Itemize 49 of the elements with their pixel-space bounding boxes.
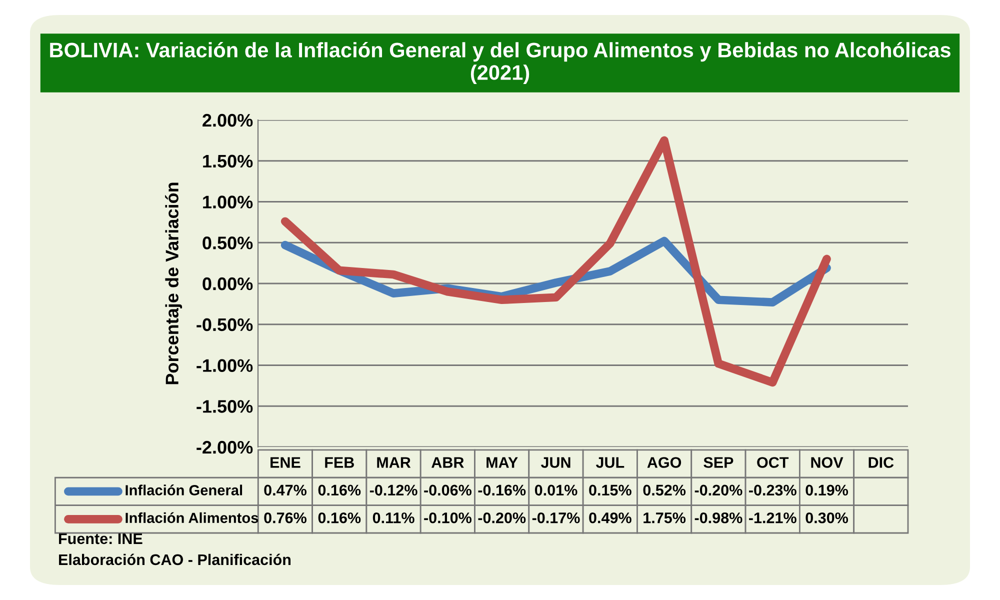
data-label: -0.10% (424, 512, 472, 524)
data-label: -0.20% (478, 512, 526, 524)
y-tick-label: 0.50% (202, 236, 253, 250)
x-tick-label: MAY (486, 457, 518, 468)
data-label: 0.52% (643, 484, 686, 496)
data-label: -0.16% (478, 484, 526, 496)
y-tick-label: 1.00% (203, 196, 253, 208)
legend-label: Inflación General (126, 484, 242, 496)
data-label: -0.17% (532, 512, 580, 524)
data-label: 1.75% (644, 512, 686, 524)
data-label: -0.20% (694, 484, 742, 496)
chart-title: BOLIVIA: Variación de la Inflación General y del Grupo Alimentos y Bebidas no Alcohólicas (2021) (50, 42, 950, 84)
y-tick-label: -0.50% (196, 318, 253, 332)
y-tick-label: 2.00% (202, 114, 253, 127)
data-label: 0.49% (589, 512, 632, 524)
y-tick-label: -1.50% (196, 400, 253, 413)
data-label: 0.19% (806, 484, 848, 496)
x-tick-label: SEP (704, 457, 734, 468)
x-tick-label: ABR (432, 457, 464, 468)
y-tick-label: 1.50% (203, 154, 253, 168)
x-tick-label: OCT (757, 457, 789, 468)
data-label: 0.30% (806, 512, 848, 524)
data-label: 0.47% (264, 484, 306, 496)
x-tick-label: AGO (647, 457, 682, 468)
data-label: 0.16% (318, 484, 361, 496)
x-tick-label: DIC (868, 457, 894, 468)
data-label: -1.21% (749, 512, 796, 524)
legend-label: Inflación Alimentos (126, 512, 258, 524)
data-label: 0.01% (534, 484, 578, 496)
data-label: 0.15% (589, 484, 632, 496)
x-tick-label: NOV (811, 457, 844, 468)
x-tick-label: JUN (540, 457, 570, 468)
data-label: -0.98% (694, 512, 742, 524)
y-tick-label: 0.00% (202, 277, 253, 290)
data-label: 0.11% (372, 512, 414, 524)
data-label: 0.16% (318, 512, 361, 524)
y-axis-title: Porcentaje de Variación (165, 182, 182, 384)
x-tick-label: MAR (377, 457, 411, 468)
data-label: -0.12% (370, 484, 418, 496)
data-label: -0.06% (424, 484, 472, 496)
source-note: Fuente: INE (59, 533, 142, 544)
x-tick-label: JUL (596, 457, 624, 468)
data-label: 0.76% (264, 512, 306, 524)
y-tick-label: -2.00% (196, 440, 253, 454)
x-tick-label: ENE (270, 457, 300, 468)
data-label: -0.23% (749, 484, 796, 496)
y-tick-label: -1.00% (196, 359, 253, 372)
x-tick-label: FEB (325, 457, 354, 468)
text: Elaboración CAO - Planificación (59, 554, 291, 566)
